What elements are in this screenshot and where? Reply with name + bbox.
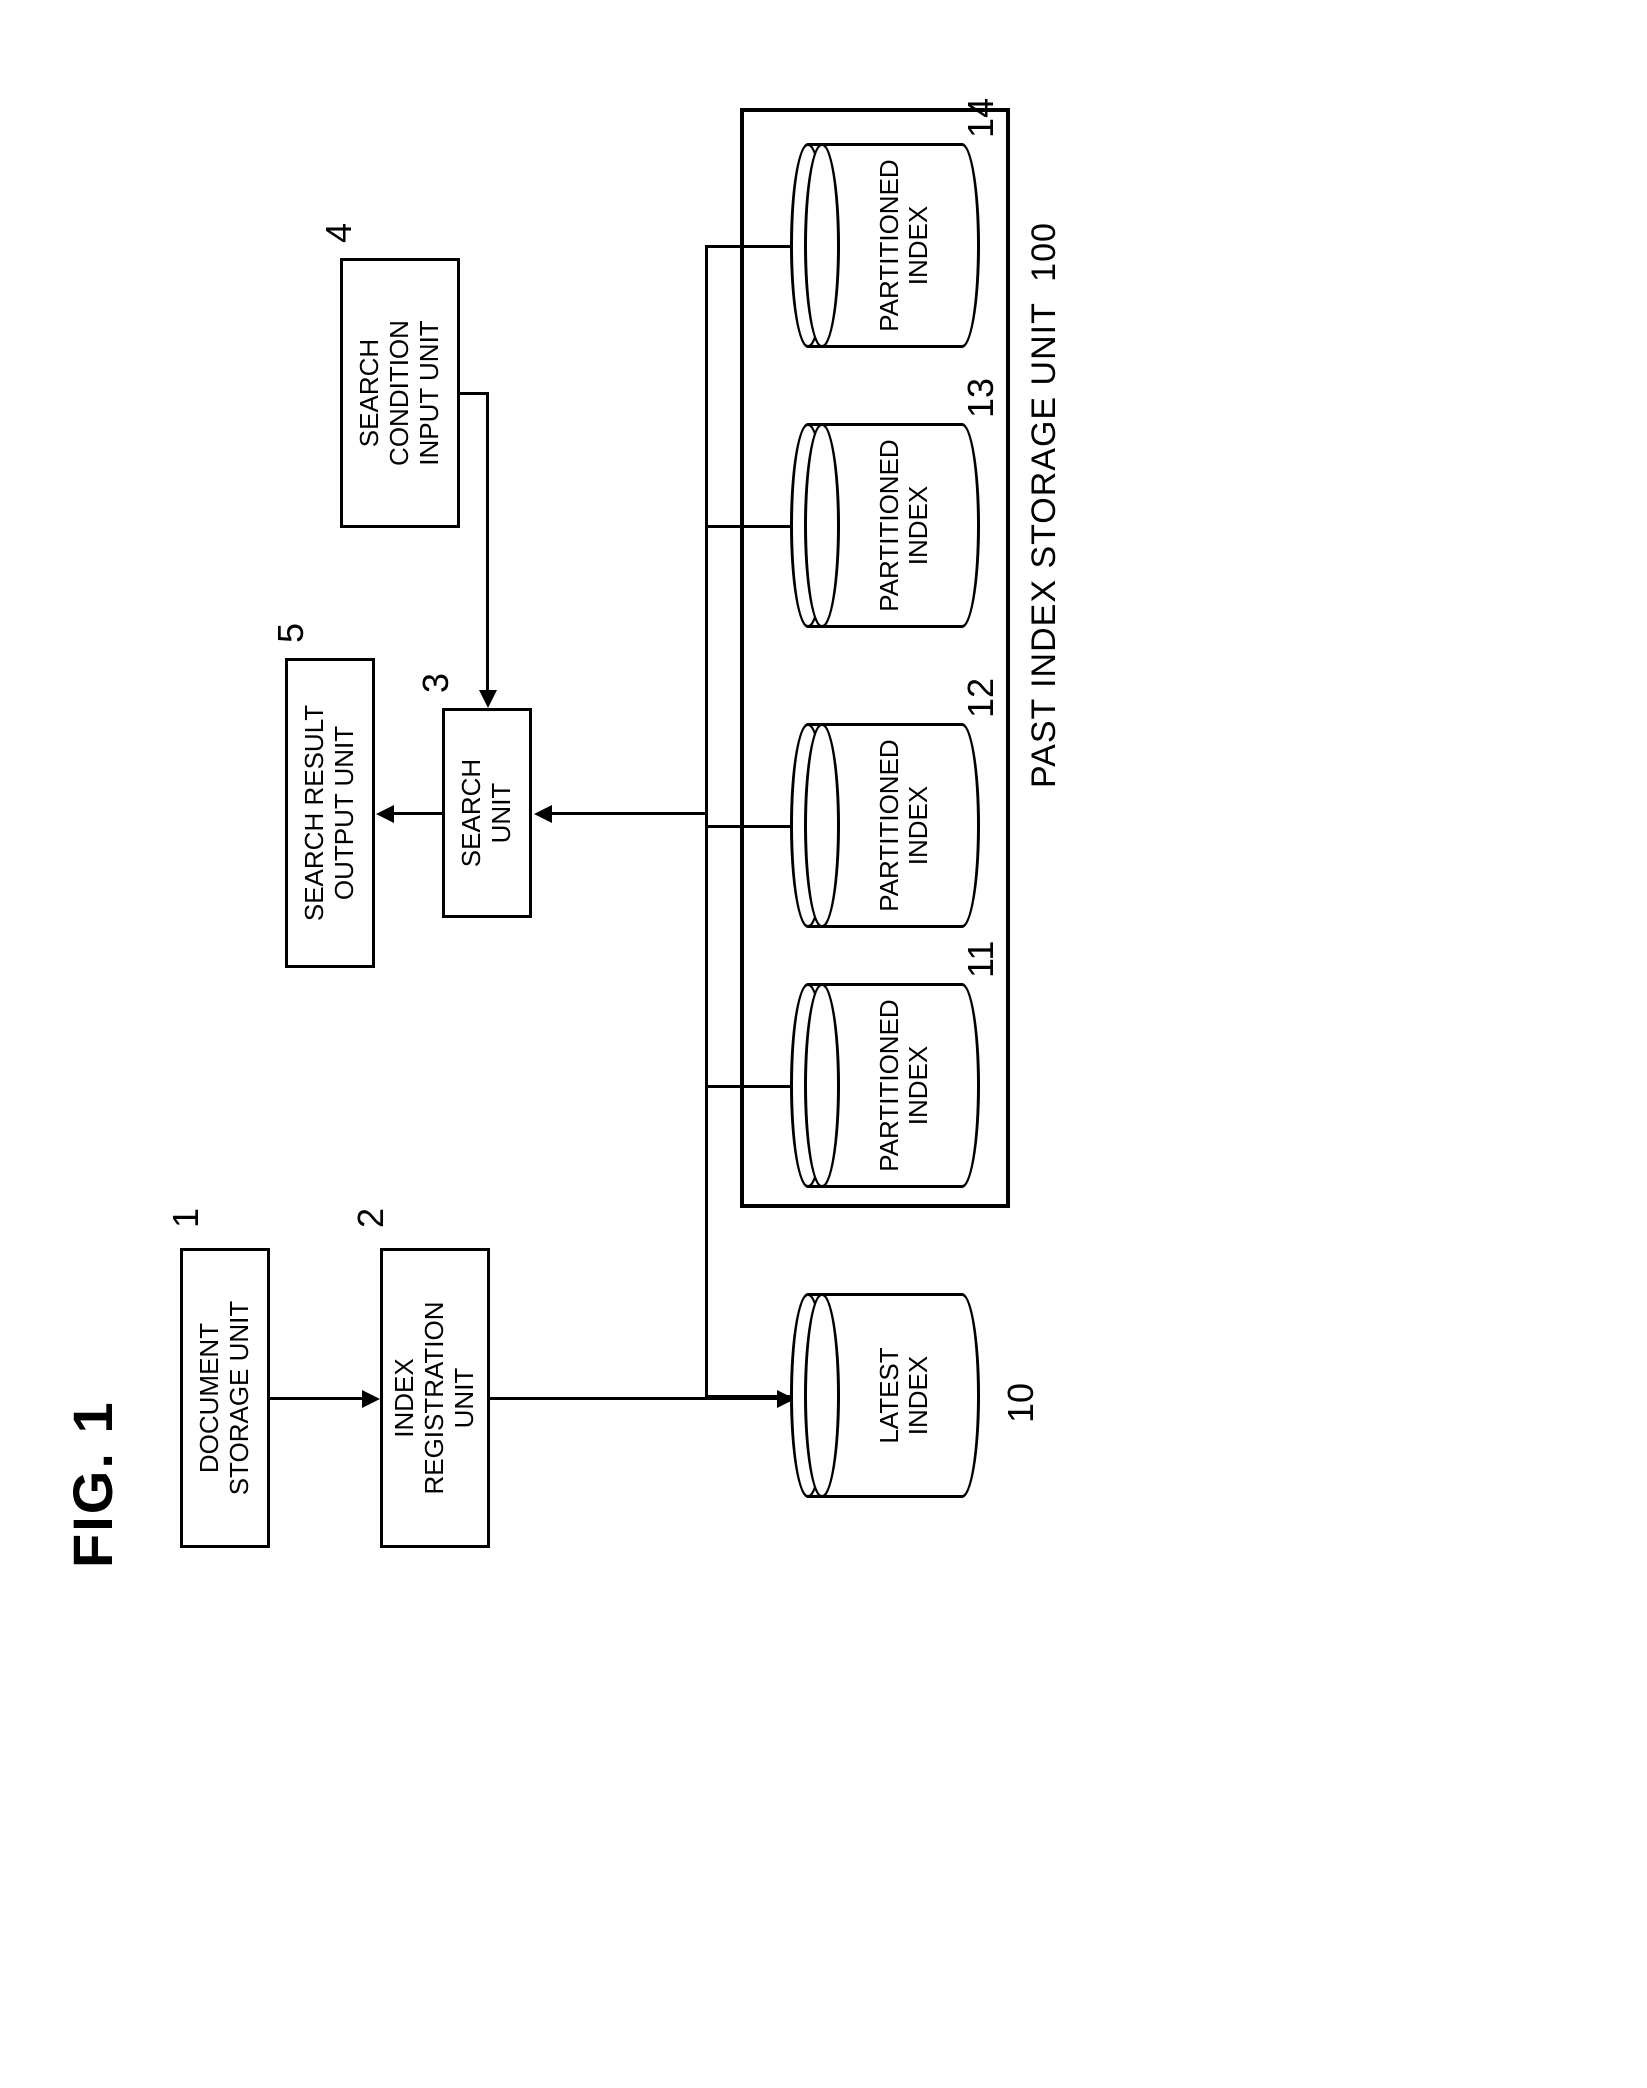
ref-11: 11 bbox=[960, 941, 1002, 978]
ref-3: 3 bbox=[415, 673, 457, 693]
search-condition-input-unit-box: SEARCH CONDITION INPUT UNIT bbox=[340, 258, 460, 528]
partitioned-index-1-label: PARTITIONED INDEX bbox=[875, 983, 932, 1188]
ref-1: 1 bbox=[165, 1208, 207, 1228]
document-storage-unit-box: DOCUMENT STORAGE UNIT bbox=[180, 1248, 270, 1548]
partitioned-index-1-cylinder: PARTITIONED INDEX bbox=[790, 983, 980, 1188]
search-result-output-unit-label: SEARCH RESULT OUTPUT UNIT bbox=[300, 705, 360, 921]
index-registration-unit-label: INDEX REGISTRATION UNIT bbox=[390, 1301, 480, 1494]
ref-10: 10 bbox=[1000, 1383, 1042, 1423]
bus-line bbox=[705, 248, 708, 1398]
arrow-search-to-result-head bbox=[376, 805, 394, 823]
partitioned-index-3-cylinder: PARTITIONED INDEX bbox=[790, 423, 980, 628]
arrow-doc-to-indexreg bbox=[270, 1397, 365, 1400]
figure-title: FIG. 1 bbox=[60, 1400, 125, 1568]
arrow-cond-left bbox=[486, 392, 489, 690]
ref-12: 12 bbox=[960, 678, 1002, 718]
past-index-storage-text: PAST INDEX STORAGE UNIT bbox=[1025, 303, 1063, 788]
ref-13: 13 bbox=[960, 378, 1002, 418]
search-unit-label: SEARCH UNIT bbox=[457, 759, 517, 867]
arrow-cond-down bbox=[460, 392, 488, 395]
ref-100: 100 bbox=[1025, 222, 1063, 282]
arrow-bus-to-search bbox=[550, 812, 705, 815]
document-storage-unit-label: DOCUMENT STORAGE UNIT bbox=[195, 1301, 255, 1496]
drop-latest bbox=[705, 1395, 795, 1398]
partitioned-index-2-label: PARTITIONED INDEX bbox=[875, 723, 932, 928]
arrow-search-to-result bbox=[392, 812, 442, 815]
arrow-cond-left-head bbox=[479, 690, 497, 708]
arrow-doc-to-indexreg-head bbox=[362, 1390, 380, 1408]
diagram-canvas: FIG. 1 DOCUMENT STORAGE UNIT 1 INDEX REG… bbox=[0, 1, 1647, 1648]
search-result-output-unit-box: SEARCH RESULT OUTPUT UNIT bbox=[285, 658, 375, 968]
ref-2: 2 bbox=[350, 1208, 392, 1228]
search-condition-input-unit-label: SEARCH CONDITION INPUT UNIT bbox=[355, 320, 445, 466]
ref-5: 5 bbox=[270, 623, 312, 643]
latest-index-cylinder: LATEST INDEX bbox=[790, 1293, 980, 1498]
partitioned-index-2-cylinder: PARTITIONED INDEX bbox=[790, 723, 980, 928]
latest-index-label: LATEST INDEX bbox=[875, 1293, 932, 1498]
ref-4: 4 bbox=[318, 223, 360, 243]
partitioned-index-4-cylinder: PARTITIONED INDEX bbox=[790, 143, 980, 348]
ref-14: 14 bbox=[960, 98, 1002, 138]
partitioned-index-4-label: PARTITIONED INDEX bbox=[875, 143, 932, 348]
arrow-bus-to-search-head bbox=[534, 805, 552, 823]
search-unit-box: SEARCH UNIT bbox=[442, 708, 532, 918]
partitioned-index-3-label: PARTITIONED INDEX bbox=[875, 423, 932, 628]
past-index-storage-label: PAST INDEX STORAGE UNIT 100 bbox=[1025, 222, 1064, 788]
index-registration-unit-box: INDEX REGISTRATION UNIT bbox=[380, 1248, 490, 1548]
